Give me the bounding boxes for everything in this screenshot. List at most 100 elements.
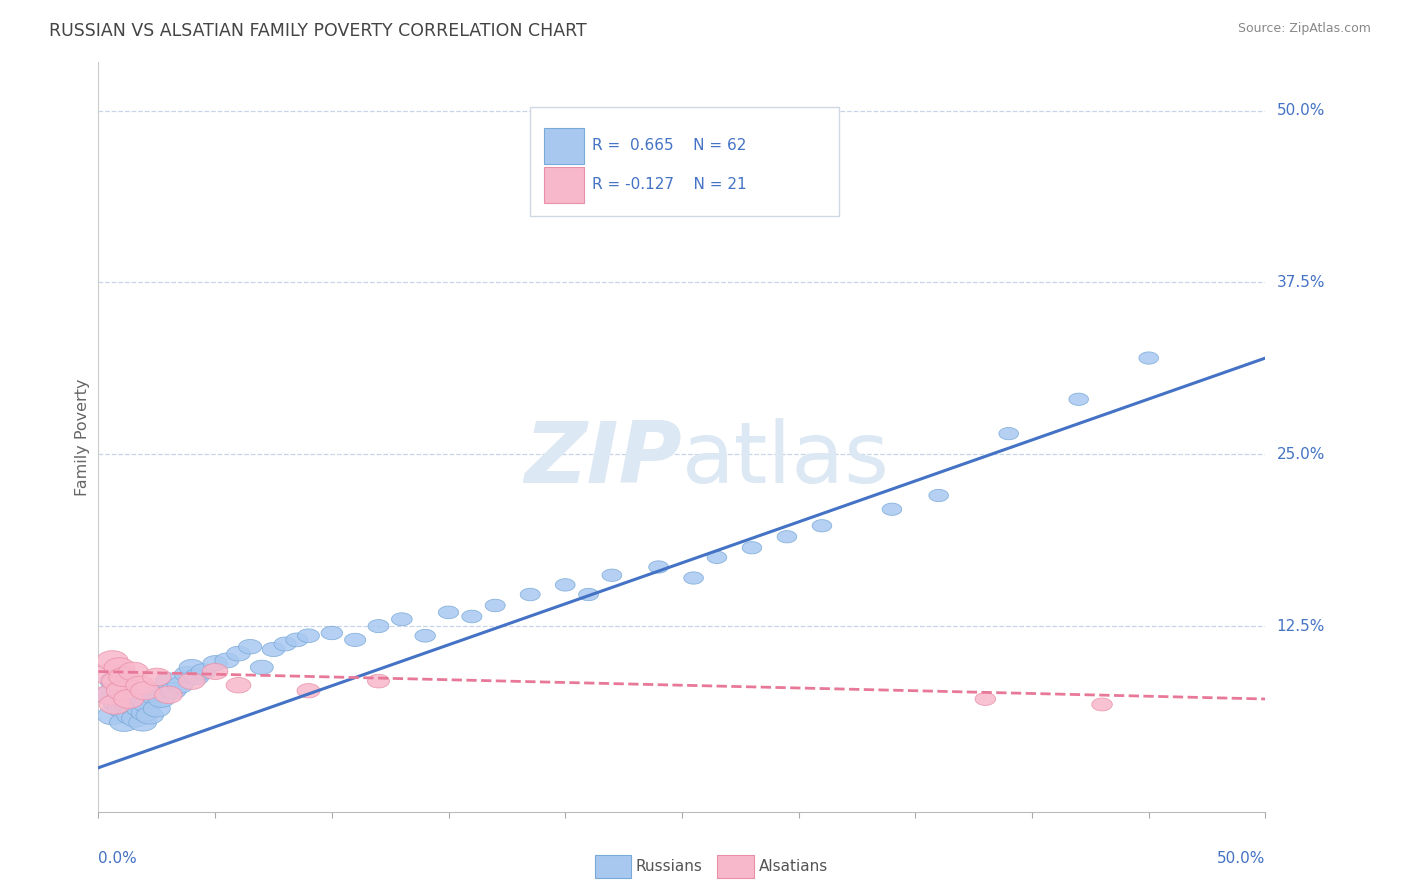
Point	[146, 701, 169, 715]
Point	[461, 609, 484, 624]
Text: R =  0.665    N = 62: R = 0.665 N = 62	[592, 138, 747, 153]
Point	[997, 426, 1019, 441]
FancyBboxPatch shape	[544, 167, 583, 202]
Point	[129, 678, 152, 692]
Point	[344, 632, 367, 647]
Point	[1091, 698, 1114, 712]
Point	[176, 667, 198, 681]
Point	[413, 629, 436, 643]
Text: 0.0%: 0.0%	[98, 851, 138, 865]
Point	[105, 674, 128, 689]
Point	[115, 688, 138, 702]
Point	[880, 502, 903, 516]
Point	[193, 665, 215, 679]
Text: atlas: atlas	[682, 418, 890, 501]
Point	[132, 715, 155, 730]
Point	[297, 629, 319, 643]
Point	[391, 612, 413, 626]
Point	[437, 606, 460, 620]
Point	[146, 670, 169, 684]
Point	[204, 657, 226, 671]
Point	[706, 550, 728, 565]
Point	[150, 692, 173, 706]
Point	[285, 632, 308, 647]
Point	[105, 695, 128, 709]
FancyBboxPatch shape	[530, 107, 839, 216]
Y-axis label: Family Poverty: Family Poverty	[75, 378, 90, 496]
Point	[239, 640, 262, 654]
Point	[180, 674, 202, 689]
Text: Source: ZipAtlas.com: Source: ZipAtlas.com	[1237, 22, 1371, 36]
Point	[139, 708, 162, 723]
Point	[134, 706, 156, 720]
Point	[321, 626, 343, 640]
Point	[554, 578, 576, 592]
Point	[1137, 351, 1160, 365]
Point	[118, 698, 141, 712]
Point	[104, 674, 127, 689]
Point	[120, 708, 142, 723]
Point	[111, 681, 134, 695]
Point	[647, 560, 669, 574]
Point	[111, 683, 134, 698]
Text: ZIP: ZIP	[524, 418, 682, 501]
FancyBboxPatch shape	[544, 128, 583, 163]
Point	[250, 660, 273, 674]
Point	[98, 688, 121, 702]
Point	[928, 489, 950, 503]
Point	[228, 647, 250, 661]
Point	[262, 642, 284, 657]
Point	[600, 568, 623, 582]
Text: Russians: Russians	[636, 859, 703, 873]
Point	[134, 695, 156, 709]
Point	[101, 653, 124, 667]
Point	[136, 698, 159, 712]
Text: 50.0%: 50.0%	[1277, 103, 1324, 118]
Point	[484, 599, 506, 613]
Point	[811, 518, 834, 533]
Point	[186, 670, 208, 684]
Point	[118, 692, 141, 706]
Point	[112, 715, 135, 730]
Point	[108, 667, 131, 681]
Text: 25.0%: 25.0%	[1277, 447, 1324, 462]
Point	[111, 701, 134, 715]
Point	[297, 683, 319, 698]
Point	[274, 637, 297, 651]
Text: R = -0.127    N = 21: R = -0.127 N = 21	[592, 178, 747, 192]
Text: RUSSIAN VS ALSATIAN FAMILY POVERTY CORRELATION CHART: RUSSIAN VS ALSATIAN FAMILY POVERTY CORRE…	[49, 22, 586, 40]
Point	[97, 667, 120, 681]
Point	[578, 587, 600, 601]
Point	[129, 701, 152, 715]
Point	[215, 653, 238, 667]
Point	[741, 541, 763, 555]
Text: 37.5%: 37.5%	[1277, 275, 1324, 290]
Point	[104, 698, 127, 712]
Point	[127, 692, 149, 706]
Point	[134, 683, 156, 698]
Point	[204, 665, 226, 679]
Point	[98, 688, 121, 702]
Point	[157, 688, 180, 702]
Point	[122, 695, 145, 709]
Point	[169, 678, 191, 692]
Point	[162, 683, 184, 698]
Point	[125, 711, 148, 725]
Point	[112, 670, 135, 684]
Point	[180, 660, 202, 674]
Point	[228, 678, 250, 692]
Point	[367, 674, 389, 689]
Point	[108, 660, 131, 674]
Text: 50.0%: 50.0%	[1218, 851, 1265, 865]
Point	[682, 571, 704, 585]
Point	[974, 692, 997, 706]
Point	[122, 665, 145, 679]
Text: Alsatians: Alsatians	[759, 859, 828, 873]
Point	[101, 708, 124, 723]
Point	[519, 587, 541, 601]
Text: 12.5%: 12.5%	[1277, 619, 1324, 633]
Point	[141, 688, 163, 702]
Point	[157, 674, 180, 689]
Point	[776, 530, 799, 544]
Point	[367, 619, 389, 633]
